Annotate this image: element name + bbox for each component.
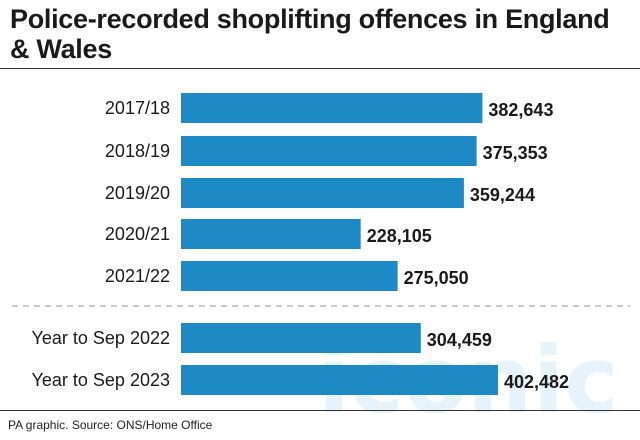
category-label-5: Year to Sep 2022 [32, 328, 170, 348]
bar-3 [181, 219, 361, 249]
value-label-6: 402,482 [504, 372, 569, 392]
category-label-6: Year to Sep 2023 [32, 370, 170, 390]
footer-rule [0, 410, 640, 411]
source-note: PA graphic. Source: ONS/Home Office [8, 418, 213, 432]
category-label-2: 2019/20 [105, 183, 170, 203]
value-label-5: 304,459 [427, 330, 492, 350]
value-label-1: 375,353 [483, 143, 548, 163]
bar-6 [181, 365, 498, 395]
category-label-4: 2021/22 [105, 266, 170, 286]
title-rule [0, 68, 640, 69]
category-label-0: 2017/18 [105, 98, 170, 118]
bar-5 [181, 323, 421, 353]
value-label-4: 275,050 [404, 268, 469, 288]
bar-2 [181, 178, 464, 208]
value-label-0: 382,643 [488, 100, 553, 120]
bar-0 [181, 93, 483, 123]
category-label-3: 2020/21 [105, 224, 170, 244]
value-label-3: 228,105 [367, 226, 432, 246]
bar-4 [181, 261, 398, 291]
chart-title: Police-recorded shoplifting offences in … [10, 4, 610, 64]
category-label-1: 2018/19 [105, 141, 170, 161]
bar-group: 2017/18 382,643 2018/19 375,353 2019/20 359,2… [32, 93, 569, 395]
value-label-2: 359,244 [470, 185, 535, 205]
bar-1 [181, 136, 477, 166]
